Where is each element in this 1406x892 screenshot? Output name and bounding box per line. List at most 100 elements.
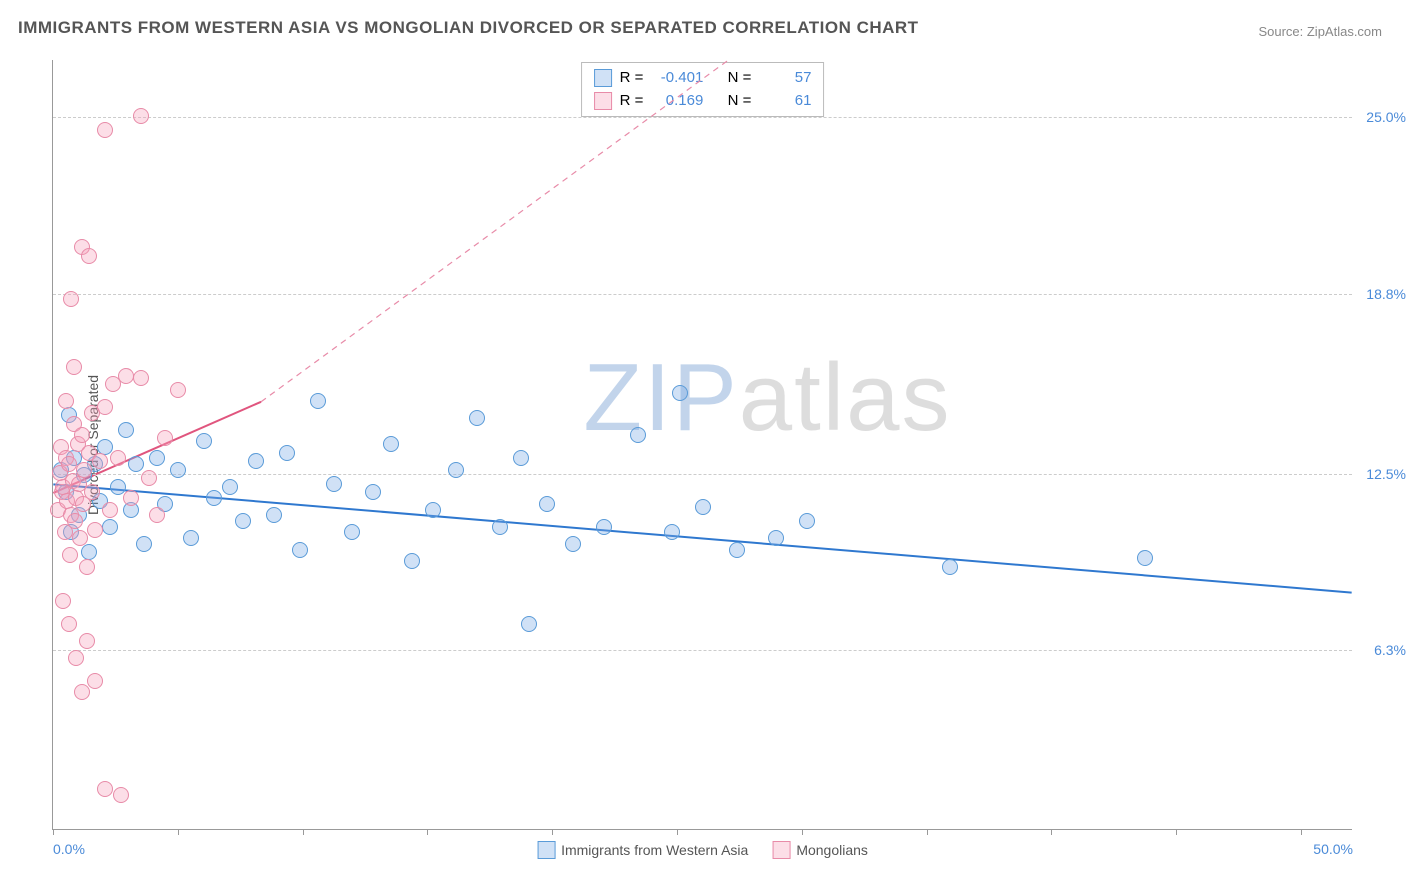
data-point-mongolian xyxy=(74,684,90,700)
data-point-mongolian xyxy=(118,368,134,384)
data-point-mongolian xyxy=(87,673,103,689)
plot-area: Divorced or Separated ZIPatlas R = -0.40… xyxy=(52,60,1352,830)
data-point-wasia xyxy=(513,450,529,466)
data-point-wasia xyxy=(183,530,199,546)
x-tick xyxy=(552,829,553,835)
data-point-wasia xyxy=(695,499,711,515)
data-point-mongolian xyxy=(81,248,97,264)
data-point-wasia xyxy=(326,476,342,492)
data-point-mongolian xyxy=(113,787,129,803)
data-point-wasia xyxy=(596,519,612,535)
data-point-wasia xyxy=(118,422,134,438)
source-attribution: Source: ZipAtlas.com xyxy=(1258,24,1382,39)
data-point-wasia xyxy=(310,393,326,409)
gridline xyxy=(53,294,1352,295)
data-point-mongolian xyxy=(76,462,92,478)
legend-row-mongolian: R = 0.169 N = 61 xyxy=(594,90,812,113)
x-tick xyxy=(1051,829,1052,835)
n-value-wasia: 57 xyxy=(759,67,811,90)
data-point-mongolian xyxy=(133,108,149,124)
data-point-mongolian xyxy=(79,559,95,575)
n-label: N = xyxy=(728,67,752,90)
data-point-wasia xyxy=(404,553,420,569)
watermark-atlas: atlas xyxy=(739,344,952,451)
data-point-wasia xyxy=(110,479,126,495)
data-point-wasia xyxy=(469,410,485,426)
data-point-mongolian xyxy=(55,593,71,609)
data-point-wasia xyxy=(365,484,381,500)
data-point-wasia xyxy=(448,462,464,478)
gridline xyxy=(53,117,1352,118)
data-point-wasia xyxy=(425,502,441,518)
data-point-mongolian xyxy=(97,781,113,797)
data-point-mongolian xyxy=(110,450,126,466)
y-tick-label: 25.0% xyxy=(1358,109,1406,125)
data-point-wasia xyxy=(344,524,360,540)
data-point-mongolian xyxy=(84,405,100,421)
data-point-wasia xyxy=(102,519,118,535)
legend-label-mongolian: Mongolians xyxy=(796,842,868,858)
data-point-wasia xyxy=(672,385,688,401)
data-point-wasia xyxy=(235,513,251,529)
legend-item-mongolian: Mongolians xyxy=(772,841,868,859)
gridline xyxy=(53,474,1352,475)
data-point-wasia xyxy=(266,507,282,523)
data-point-mongolian xyxy=(84,484,100,500)
data-point-wasia xyxy=(521,616,537,632)
x-tick xyxy=(1301,829,1302,835)
data-point-wasia xyxy=(383,436,399,452)
y-tick-label: 6.3% xyxy=(1358,642,1406,658)
data-point-mongolian xyxy=(123,490,139,506)
data-point-wasia xyxy=(170,462,186,478)
data-point-wasia xyxy=(292,542,308,558)
data-point-mongolian xyxy=(72,530,88,546)
data-point-wasia xyxy=(664,524,680,540)
y-tick-label: 18.8% xyxy=(1358,286,1406,302)
gridline xyxy=(53,650,1352,651)
swatch-mongolian xyxy=(772,841,790,859)
series-legend: Immigrants from Western Asia Mongolians xyxy=(537,841,868,859)
x-tick xyxy=(53,829,54,835)
correlation-legend: R = -0.401 N = 57 R = 0.169 N = 61 xyxy=(581,62,825,117)
data-point-wasia xyxy=(222,479,238,495)
n-value-mongolian: 61 xyxy=(759,90,811,113)
x-tick-label: 50.0% xyxy=(1313,841,1353,857)
data-point-mongolian xyxy=(66,359,82,375)
data-point-wasia xyxy=(196,433,212,449)
data-point-mongolian xyxy=(62,547,78,563)
x-tick xyxy=(427,829,428,835)
legend-item-wasia: Immigrants from Western Asia xyxy=(537,841,748,859)
legend-label-wasia: Immigrants from Western Asia xyxy=(561,842,748,858)
data-point-wasia xyxy=(768,530,784,546)
watermark-zip: ZIP xyxy=(583,344,738,451)
data-point-mongolian xyxy=(63,291,79,307)
x-tick xyxy=(178,829,179,835)
data-point-wasia xyxy=(539,496,555,512)
r-value-mongolian: 0.169 xyxy=(651,90,703,113)
data-point-mongolian xyxy=(79,633,95,649)
data-point-wasia xyxy=(1137,550,1153,566)
data-point-mongolian xyxy=(67,513,83,529)
data-point-wasia xyxy=(729,542,745,558)
data-point-mongolian xyxy=(74,427,90,443)
data-point-mongolian xyxy=(141,470,157,486)
swatch-wasia xyxy=(537,841,555,859)
x-tick xyxy=(677,829,678,835)
data-point-mongolian xyxy=(61,616,77,632)
x-tick xyxy=(802,829,803,835)
source-prefix: Source: xyxy=(1258,24,1306,39)
x-tick xyxy=(303,829,304,835)
chart-title: IMMIGRANTS FROM WESTERN ASIA VS MONGOLIA… xyxy=(18,18,919,38)
data-point-wasia xyxy=(248,453,264,469)
n-label: N = xyxy=(728,90,752,113)
data-point-mongolian xyxy=(149,507,165,523)
r-value-wasia: -0.401 xyxy=(651,67,703,90)
data-point-wasia xyxy=(799,513,815,529)
swatch-wasia xyxy=(594,69,612,87)
data-point-wasia xyxy=(942,559,958,575)
data-point-wasia xyxy=(128,456,144,472)
x-tick xyxy=(1176,829,1177,835)
swatch-mongolian xyxy=(594,92,612,110)
data-point-mongolian xyxy=(102,502,118,518)
data-point-wasia xyxy=(136,536,152,552)
